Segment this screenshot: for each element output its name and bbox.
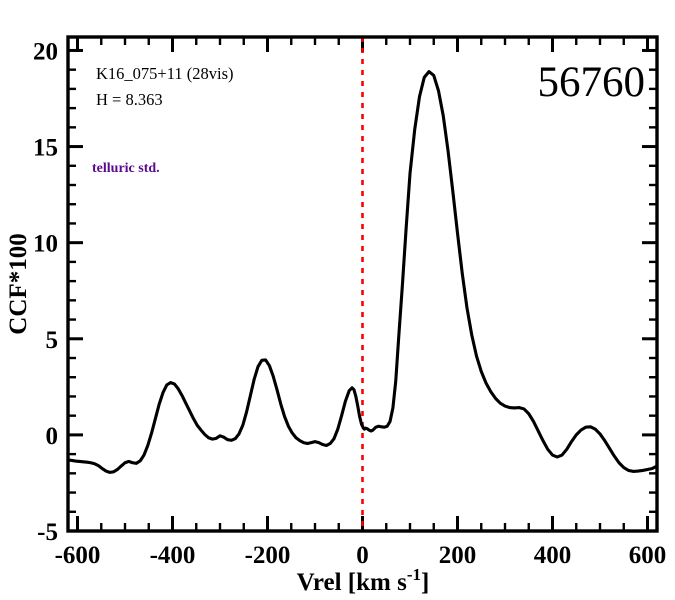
x-tick-label: -600 [55,542,101,569]
x-tick-label: -200 [245,542,291,569]
plot-frame-box [66,35,659,533]
y-axis-title: CCF*100 [5,233,32,334]
magnitude-label: H = 8.363 [96,90,163,109]
target-name-label: K16_075+11 (28vis) [96,64,233,83]
x-tick-label: 0 [356,542,369,569]
y-tick-label: 15 [33,135,58,162]
x-tick-label: 200 [439,542,477,569]
y-tick-label: 10 [33,231,58,258]
y-tick-label: -5 [37,519,58,546]
x-tick-label: 400 [534,542,572,569]
x-tick-label: 600 [629,542,667,569]
observation-id-label: 56760 [538,59,646,106]
y-axis-tick-labels: -5 0 5 10 15 20 [33,38,58,546]
ccf-data-curve [66,70,659,474]
y-tick-label: 20 [33,38,58,65]
y-tick-label: 5 [46,327,59,354]
x-axis-title: Vrel [km s-1] [297,565,430,596]
x-axis-major-ticks [76,37,649,531]
telluric-standard-label: telluric std. [92,161,160,176]
y-tick-label: 0 [46,423,59,450]
x-axis-tick-labels: -600 -400 -200 0 200 400 600 [55,542,667,569]
x-tick-label: -400 [150,542,196,569]
